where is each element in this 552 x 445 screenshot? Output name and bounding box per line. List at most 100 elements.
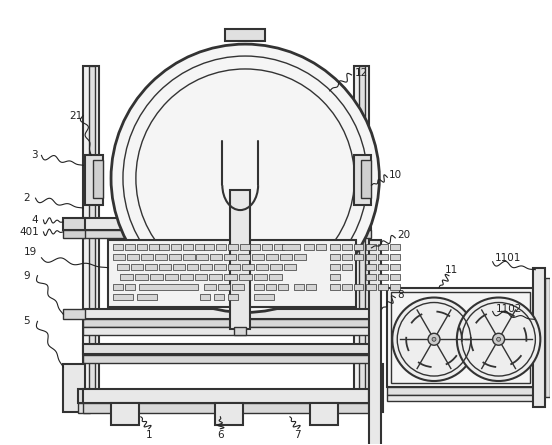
Bar: [83, 230, 371, 238]
Bar: [378, 254, 388, 260]
Bar: [225, 29, 265, 41]
Bar: [367, 274, 376, 279]
Bar: [113, 283, 123, 290]
Bar: [125, 244, 135, 250]
Circle shape: [497, 337, 501, 341]
Bar: [388, 387, 534, 395]
Bar: [390, 274, 400, 279]
Bar: [252, 254, 264, 260]
Bar: [83, 320, 371, 328]
Bar: [83, 355, 371, 363]
Bar: [362, 160, 371, 198]
Bar: [390, 244, 400, 250]
Bar: [145, 264, 157, 270]
Bar: [78, 403, 90, 413]
Bar: [63, 230, 85, 238]
Bar: [200, 264, 213, 270]
Bar: [256, 264, 268, 270]
Text: 19: 19: [24, 247, 37, 257]
Bar: [330, 254, 339, 260]
Bar: [113, 294, 133, 299]
Bar: [282, 244, 300, 250]
Bar: [304, 244, 314, 250]
Bar: [150, 274, 163, 279]
Bar: [194, 244, 204, 250]
Bar: [266, 283, 276, 290]
Bar: [83, 218, 371, 230]
Bar: [200, 294, 210, 299]
Bar: [353, 244, 363, 250]
Bar: [169, 254, 181, 260]
Bar: [266, 254, 278, 260]
Bar: [330, 264, 339, 270]
Bar: [159, 244, 169, 250]
Bar: [183, 244, 193, 250]
Text: 6: 6: [217, 430, 224, 440]
Text: 12: 12: [354, 68, 368, 78]
Bar: [85, 155, 103, 205]
Bar: [63, 364, 85, 412]
Text: 8: 8: [397, 290, 404, 299]
Bar: [310, 403, 338, 425]
Bar: [378, 244, 388, 250]
Bar: [388, 287, 534, 387]
Bar: [367, 254, 376, 260]
Text: 7: 7: [295, 430, 301, 440]
Bar: [390, 283, 400, 290]
Circle shape: [457, 298, 540, 381]
Bar: [342, 264, 352, 270]
Bar: [378, 264, 388, 270]
Bar: [240, 244, 250, 250]
Bar: [330, 283, 339, 290]
Bar: [149, 244, 159, 250]
Bar: [269, 274, 282, 279]
Bar: [164, 274, 178, 279]
Circle shape: [392, 298, 476, 381]
Bar: [204, 283, 216, 290]
Bar: [367, 283, 376, 290]
Bar: [274, 244, 284, 250]
Bar: [224, 254, 236, 260]
Bar: [216, 244, 226, 250]
Bar: [280, 254, 292, 260]
Bar: [83, 389, 371, 403]
Bar: [230, 190, 250, 329]
Bar: [113, 254, 125, 260]
Text: 5: 5: [24, 316, 30, 326]
Text: 2: 2: [24, 193, 30, 203]
Bar: [367, 244, 376, 250]
Bar: [254, 294, 274, 299]
Bar: [108, 240, 357, 307]
Bar: [238, 254, 250, 260]
Bar: [369, 364, 383, 412]
Bar: [284, 264, 296, 270]
Circle shape: [432, 337, 436, 341]
Bar: [262, 244, 272, 250]
Bar: [239, 274, 252, 279]
Bar: [250, 244, 260, 250]
Bar: [353, 155, 371, 205]
Bar: [367, 264, 376, 270]
Text: 1102: 1102: [496, 304, 522, 315]
Text: 20: 20: [397, 230, 410, 240]
Bar: [139, 283, 199, 290]
Bar: [173, 264, 184, 270]
Text: 21: 21: [70, 111, 83, 121]
Text: 1101: 1101: [495, 253, 521, 263]
Bar: [135, 274, 148, 279]
Bar: [270, 264, 282, 270]
Bar: [210, 254, 222, 260]
Bar: [545, 278, 550, 397]
Bar: [342, 254, 352, 260]
Bar: [159, 264, 171, 270]
Bar: [63, 218, 85, 230]
Bar: [83, 309, 371, 320]
Bar: [533, 268, 545, 407]
Bar: [83, 328, 371, 335]
Bar: [113, 244, 123, 250]
Bar: [378, 274, 388, 279]
Bar: [187, 264, 199, 270]
Text: 401: 401: [20, 227, 39, 237]
Bar: [214, 294, 224, 299]
Bar: [117, 264, 129, 270]
